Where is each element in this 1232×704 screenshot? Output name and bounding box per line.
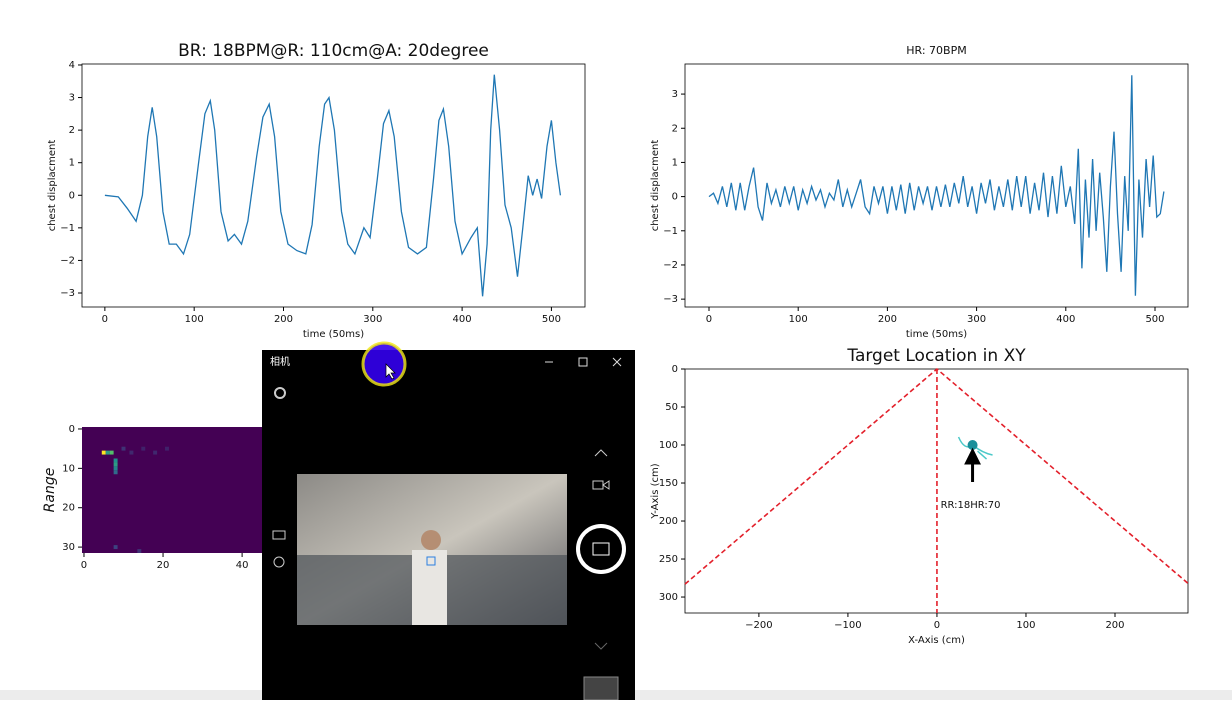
x-tick-label: 500 <box>1145 314 1164 325</box>
plot-frame <box>81 63 586 308</box>
x-tick-label: 500 <box>542 314 561 325</box>
y-tick-label: 20 <box>62 503 75 514</box>
y-tick-label: 200 <box>659 516 678 527</box>
y-tick-label: −2 <box>60 255 75 266</box>
shutter-inner <box>580 528 622 570</box>
y-axis-label: chest displacment <box>47 140 58 232</box>
y-tick-label: 100 <box>659 440 678 451</box>
y-tick-label: −1 <box>60 223 75 234</box>
y-tick-label: 0 <box>69 424 75 435</box>
x-tick-label: 40 <box>236 560 249 571</box>
y-tick-label: 150 <box>659 478 678 489</box>
signal-line <box>708 75 1165 296</box>
heatmap-cell <box>137 549 142 553</box>
heatmap-cell <box>113 462 118 467</box>
heatmap-cell <box>113 470 118 475</box>
chart-title: BR: 18BPM@R: 110cm@A: 20degree <box>178 41 489 61</box>
y-tick-label: −1 <box>663 226 678 237</box>
up-chevron[interactable] <box>594 449 608 457</box>
y-tick-label: 2 <box>672 123 678 134</box>
y-tick-label: 50 <box>665 402 678 413</box>
x-tick-label: 200 <box>878 314 897 325</box>
x-tick-label: 100 <box>1016 620 1035 631</box>
y-tick-label: 10 <box>62 463 75 474</box>
target-point <box>967 440 978 451</box>
chart-title: HR: 70BPM <box>906 44 966 57</box>
y-axis-label: Y-Axis (cm) <box>650 463 661 519</box>
y-tick-label: 4 <box>69 60 75 71</box>
heatmap-cell <box>153 450 158 455</box>
x-tick-label: 0 <box>102 314 108 325</box>
maximize-button[interactable] <box>578 357 588 367</box>
gallery-thumbnail[interactable] <box>583 676 619 701</box>
y-axis-label: chest displacment <box>650 140 661 232</box>
x-axis-label: X-Axis (cm) <box>908 635 965 646</box>
heatmap-cell <box>129 450 134 455</box>
y-tick-label: 250 <box>659 554 678 565</box>
heatmap-cell <box>165 446 169 451</box>
target-label: RR:18HR:70 <box>941 500 1001 511</box>
signal-line <box>104 74 562 297</box>
camera-window[interactable]: 相机 <box>262 350 635 701</box>
x-tick-label: 0 <box>81 560 87 571</box>
y-tick-label: 1 <box>672 157 678 168</box>
heatmap-cell <box>101 450 106 455</box>
y-tick-label: 0 <box>672 364 678 375</box>
heatmap-cell <box>105 450 110 455</box>
x-axis-label: time (50ms) <box>906 329 967 340</box>
target-arrow <box>964 447 981 483</box>
x-tick-label: 100 <box>185 314 204 325</box>
timer-icon[interactable] <box>273 556 285 568</box>
y-tick-label: −2 <box>663 260 678 271</box>
video-icon-part <box>602 480 610 490</box>
heatmap-cell <box>141 446 146 451</box>
heatmap-cell <box>113 545 118 550</box>
x-axis-label: time (50ms) <box>303 329 364 340</box>
x-tick-label: −100 <box>834 620 861 631</box>
preview-face <box>421 530 441 550</box>
heatmap-cell <box>109 450 114 455</box>
settings-icon[interactable] <box>274 387 286 399</box>
camera-ui: 相机 <box>270 355 626 701</box>
y-tick-label: 3 <box>672 89 678 100</box>
y-tick-label: 300 <box>659 592 678 603</box>
face-box <box>426 556 436 566</box>
x-tick-label: 300 <box>363 314 382 325</box>
x-tick-label: 0 <box>706 314 712 325</box>
x-tick-label: 300 <box>967 314 986 325</box>
y-tick-label: 1 <box>69 158 75 169</box>
plot-frame <box>684 63 1189 308</box>
chart-title: Target Location in XY <box>846 346 1026 366</box>
hdr-icon[interactable] <box>272 530 286 540</box>
shutter-icon <box>592 542 610 556</box>
y-tick-label: 30 <box>62 542 75 553</box>
preview-person <box>412 550 447 625</box>
heatmap-cell <box>113 458 118 463</box>
x-tick-label: 20 <box>157 560 170 571</box>
x-tick-label: 100 <box>789 314 808 325</box>
x-tick-label: 200 <box>274 314 293 325</box>
y-tick-label: 0 <box>672 192 678 203</box>
x-tick-label: −200 <box>745 620 772 631</box>
y-tick-label: 2 <box>69 125 75 136</box>
y-tick-label: 0 <box>69 190 75 201</box>
down-chevron[interactable] <box>594 642 608 650</box>
y-tick-label: −3 <box>60 288 75 299</box>
y-axis-label: Range <box>42 468 58 513</box>
heatmap-cell <box>113 466 118 471</box>
heatmap-cell <box>121 446 126 451</box>
x-tick-label: 0 <box>934 620 940 631</box>
close-button[interactable] <box>612 357 622 367</box>
x-tick-label: 400 <box>453 314 472 325</box>
x-tick-label: 200 <box>1105 620 1124 631</box>
y-tick-label: −3 <box>663 294 678 305</box>
video-icon[interactable] <box>592 480 604 490</box>
x-tick-label: 400 <box>1056 314 1075 325</box>
window-title: 相机 <box>270 355 290 368</box>
y-tick-label: 3 <box>69 93 75 104</box>
